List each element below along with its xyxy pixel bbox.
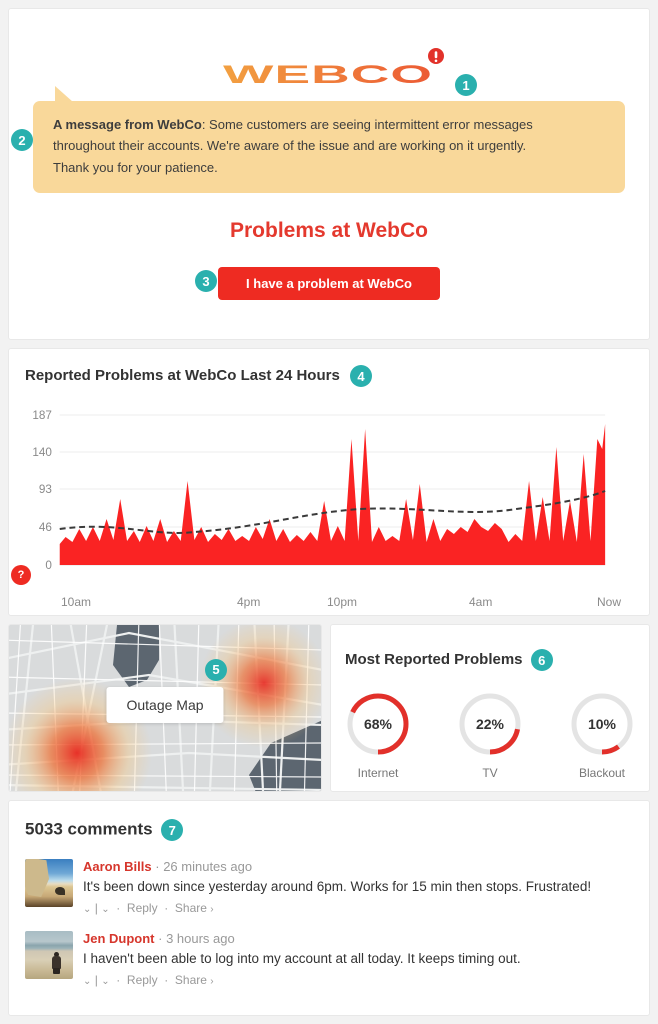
svg-text:WEBCO: WEBCO [223,61,433,89]
svg-text:93: 93 [39,482,52,496]
svg-text:187: 187 [32,409,52,422]
svg-text:10%: 10% [588,716,617,732]
svg-text:0: 0 [45,558,52,572]
svg-text:68%: 68% [364,716,393,732]
svg-text:46: 46 [39,520,52,534]
svg-text:22%: 22% [476,716,505,732]
svg-text:140: 140 [32,445,52,459]
